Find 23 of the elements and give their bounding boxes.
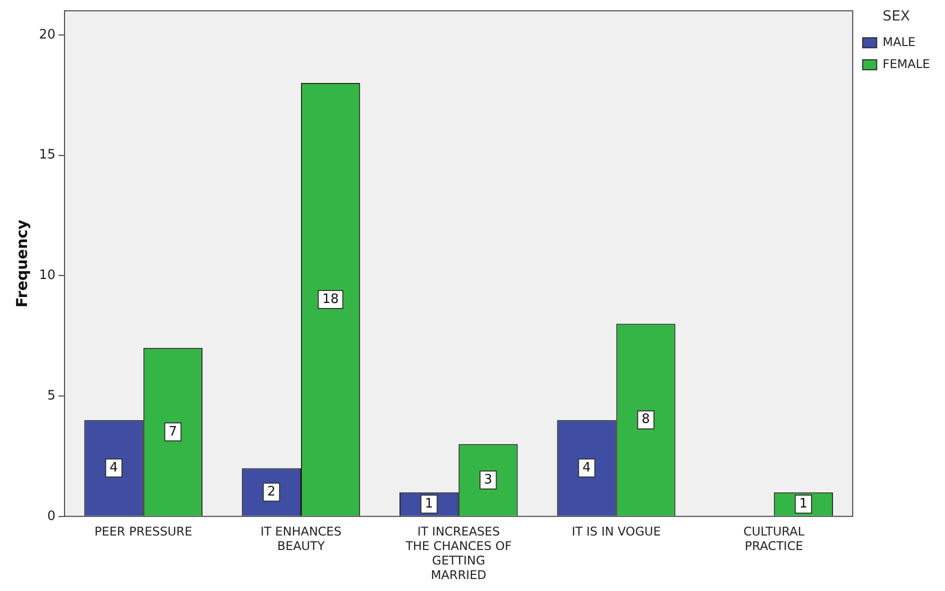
x-tick-label: IT IS IN VOGUE bbox=[572, 524, 661, 539]
data-label: 4 bbox=[582, 460, 591, 476]
x-tick-label: CULTURAL PRACTICE bbox=[743, 524, 805, 554]
x-tick-label: IT ENHANCES BEAUTY bbox=[260, 524, 342, 554]
y-axis-title: Frequency bbox=[12, 219, 31, 308]
data-label: 18 bbox=[322, 292, 339, 307]
legend-label: MALE bbox=[882, 34, 916, 49]
y-tick-label: 0 bbox=[47, 508, 56, 524]
data-label: 1 bbox=[424, 496, 434, 512]
legend-label: FEMALE bbox=[882, 56, 930, 71]
data-label: 8 bbox=[642, 412, 650, 428]
y-tick-label: 20 bbox=[38, 27, 56, 42]
data-label: 2 bbox=[267, 484, 276, 500]
data-label: 4 bbox=[110, 460, 118, 476]
data-label: 3 bbox=[484, 472, 492, 488]
legend-title: SEX bbox=[882, 8, 910, 25]
y-tick-label: 10 bbox=[38, 268, 56, 284]
x-tick-label: PEER PRESSURE bbox=[94, 524, 192, 539]
data-label: 7 bbox=[168, 424, 178, 440]
y-tick-label: 15 bbox=[38, 148, 56, 163]
y-tick-label: 5 bbox=[47, 388, 56, 404]
data-label: 1 bbox=[799, 496, 808, 512]
x-tick-label: IT INCREASES THE CHANCES OF GETTING MARRIED bbox=[404, 524, 512, 582]
